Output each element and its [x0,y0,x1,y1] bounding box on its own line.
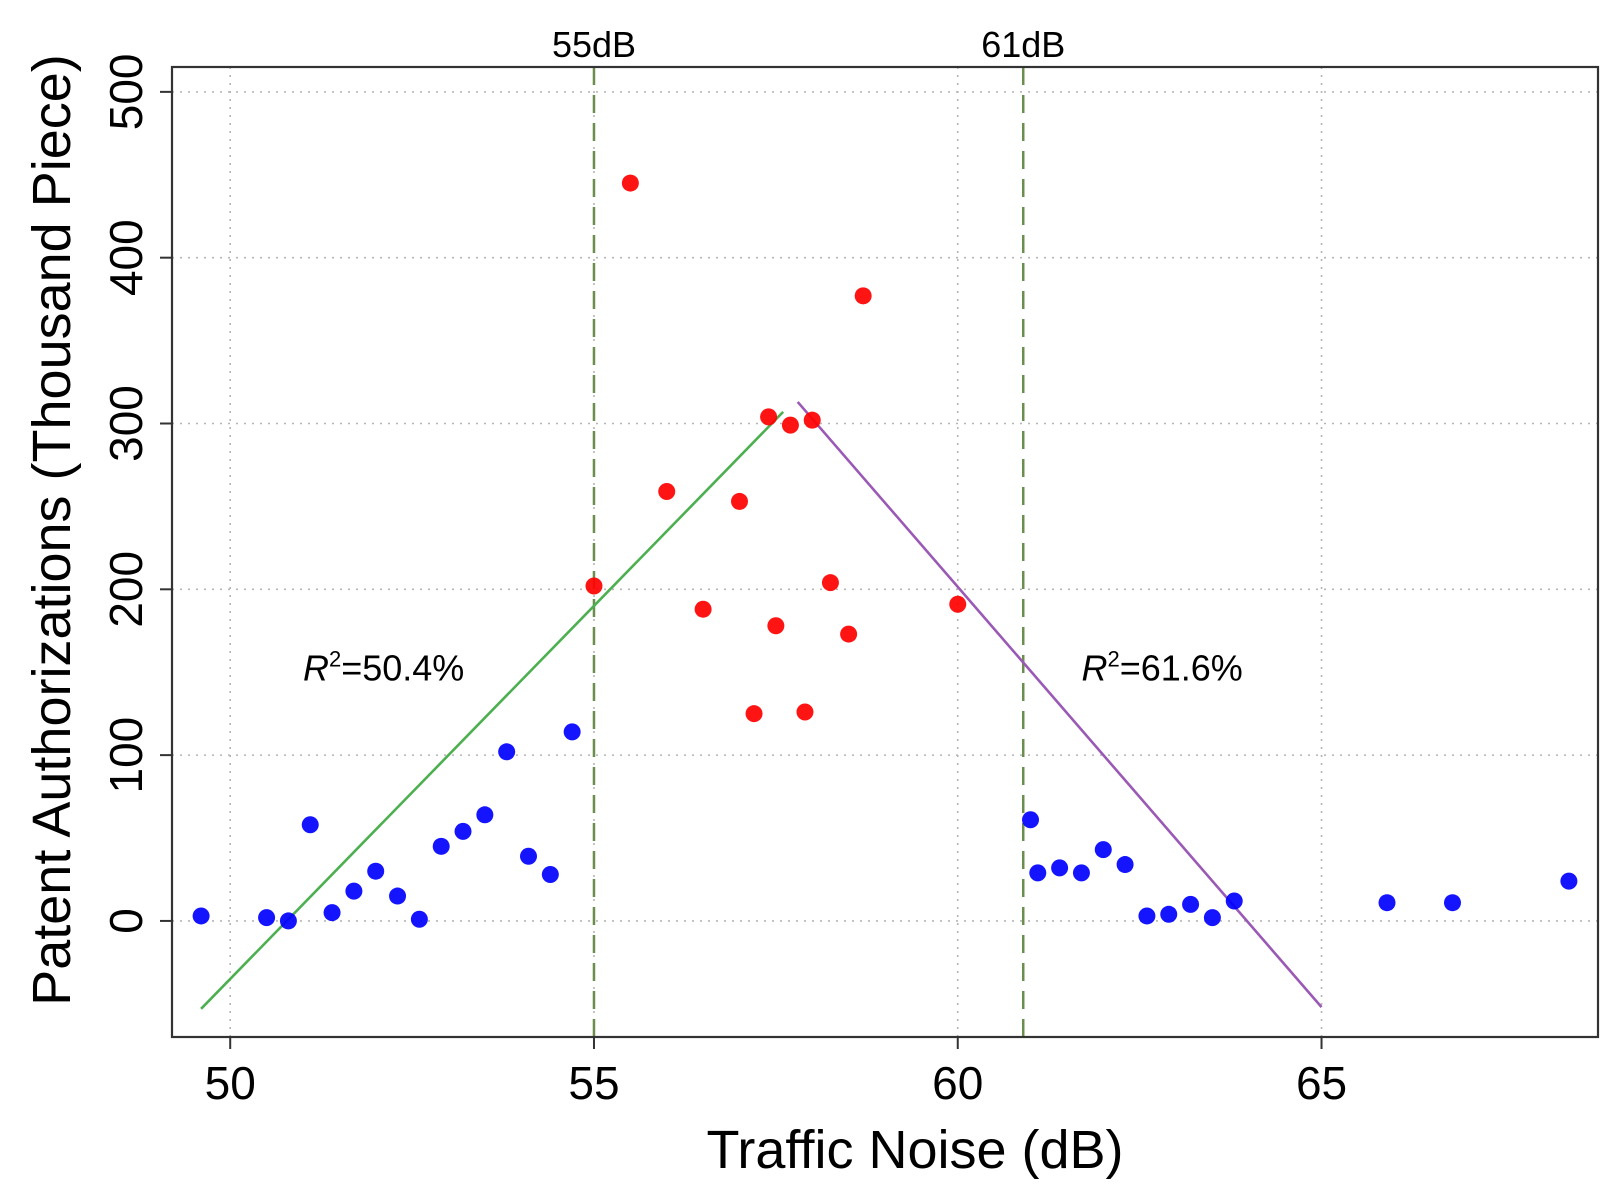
data-point [1203,909,1221,927]
trend-line [200,410,785,1010]
data-point [796,703,814,721]
data-point [258,909,276,927]
data-point [1051,859,1069,877]
data-point [192,907,210,925]
data-point [432,837,450,855]
x-tick-label: 65 [1296,1057,1347,1109]
data-point [821,574,839,592]
data-point [563,723,581,741]
r-squared-symbol: R [1081,648,1107,689]
data-point [454,822,472,840]
x-tick-label: 55 [568,1057,619,1109]
data-point [949,595,967,613]
data-point [585,577,603,595]
y-tick-label: 300 [100,385,152,462]
data-point [694,600,712,618]
r-squared-annotation: R2=50.4% [303,647,464,689]
x-axis-title: Traffic Noise (dB) [706,1120,1123,1180]
data-point [367,862,385,880]
plot-frame [170,65,1600,1039]
x-tick-label: 60 [932,1057,983,1109]
data-point [476,806,494,824]
annotations-layer: R2=50.4% R2=61.6% [303,647,1243,689]
x-tick-label: 50 [205,1057,256,1109]
data-point [1182,895,1200,913]
data-point [1029,864,1047,882]
data-point [840,625,858,643]
data-point [498,743,516,761]
data-point [410,910,428,928]
data-point [745,705,763,723]
data-point [730,492,748,510]
data-point [1225,892,1243,910]
y-axis-title: Patent Authorizations (Thousand Piece) [22,54,82,1006]
y-tick-label: 200 [100,551,152,628]
trend-line [796,401,1323,1009]
data-point [279,912,297,930]
data-point [1443,894,1461,912]
y-tick-label: 0 [100,908,152,934]
grid-layer [172,67,1598,1037]
data-point [389,887,407,905]
data-point [803,411,821,429]
data-point [1138,907,1156,925]
data-point [1160,905,1178,923]
axes-layer: 50 55 60 65 0 100 200 300 400 500 Traffic Noise (d… [22,53,1600,1180]
data-point [323,904,341,922]
r-squared-superscript: 2 [329,647,341,672]
r-squared-superscript: 2 [1107,647,1119,672]
y-tick-label: 400 [100,219,152,296]
data-point [541,866,559,884]
data-point [621,174,639,192]
data-point [345,882,363,900]
data-point [1094,841,1112,859]
data-points-layer [192,174,1578,930]
r-squared-value: =50.4% [341,648,464,689]
data-point [1116,856,1134,874]
data-point [301,816,319,834]
y-tick-label: 100 [100,717,152,794]
r-squared-symbol: R [303,648,329,689]
data-point [1560,872,1578,890]
data-point [658,482,676,500]
data-point [767,617,785,635]
data-point [1072,864,1090,882]
r-squared-annotation: R2=61.6% [1081,647,1242,689]
y-tick-label: 500 [100,53,152,130]
data-point [1378,894,1396,912]
data-point [520,847,537,865]
r-squared-value: =61.6% [1120,648,1243,689]
data-point [854,287,872,305]
reference-line-label: 55dB [552,24,636,65]
data-point [1022,811,1040,829]
reference-lines-layer: 55dB 61dB [552,24,1065,1037]
reference-line-label: 61dB [981,24,1065,65]
data-point [760,408,778,426]
data-point [781,416,799,434]
